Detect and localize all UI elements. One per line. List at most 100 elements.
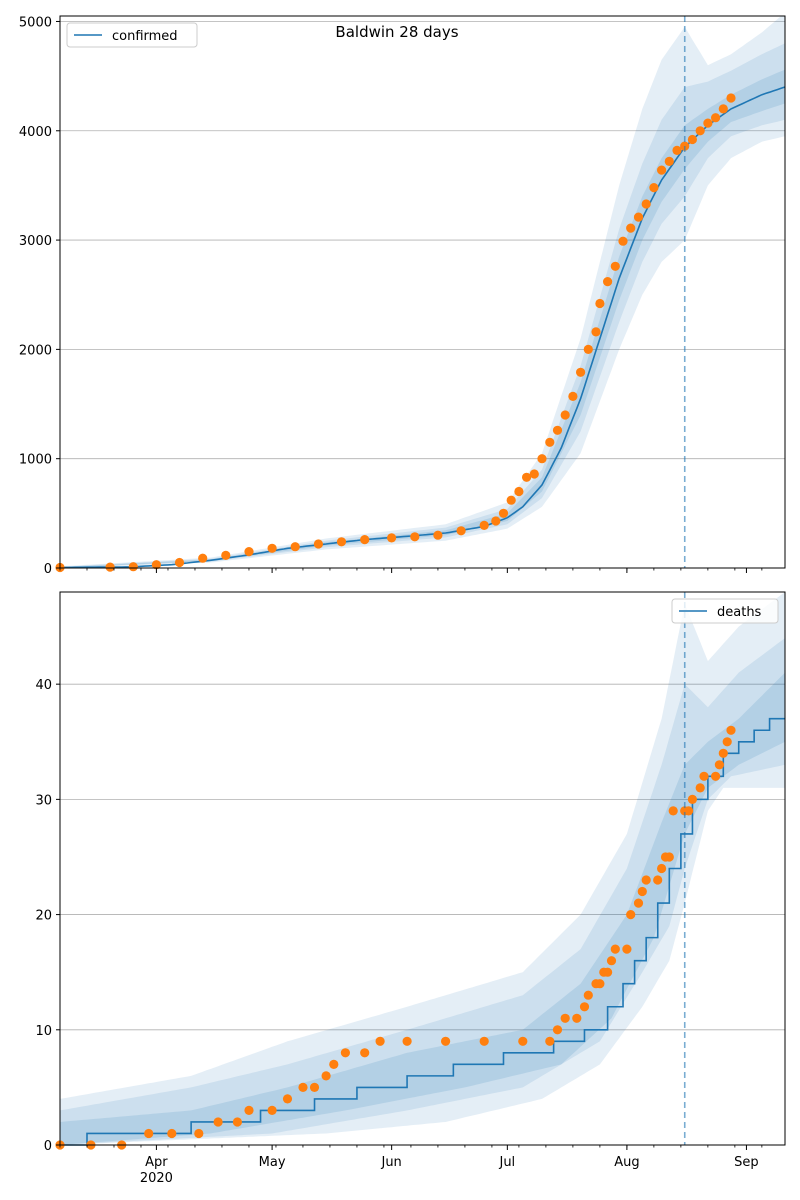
y-tick-label: 0 bbox=[44, 1139, 52, 1154]
chart-title: Baldwin 28 days bbox=[335, 23, 458, 41]
observed-point bbox=[626, 910, 636, 920]
observed-point bbox=[718, 748, 728, 758]
observed-point bbox=[545, 1036, 555, 1046]
observed-point bbox=[290, 542, 300, 552]
x-year-label: 2020 bbox=[140, 1171, 173, 1186]
observed-point bbox=[402, 1036, 412, 1046]
observed-point bbox=[313, 539, 323, 549]
uncertainty-band-outer bbox=[60, 16, 785, 568]
observed-point bbox=[198, 553, 208, 563]
observed-point bbox=[668, 806, 678, 816]
observed-point bbox=[282, 1094, 293, 1104]
y-tick-label: 5000 bbox=[19, 15, 52, 30]
observed-point bbox=[664, 156, 674, 166]
observed-point bbox=[479, 520, 489, 531]
observed-point bbox=[213, 1117, 223, 1127]
deaths-legend: deaths bbox=[671, 598, 779, 624]
observed-point bbox=[221, 550, 231, 561]
y-tick-label: 1000 bbox=[19, 453, 52, 468]
observed-point bbox=[267, 543, 277, 553]
observed-point bbox=[144, 1128, 154, 1139]
observed-point bbox=[684, 806, 694, 816]
confirmed-observed-points bbox=[55, 93, 736, 573]
observed-point bbox=[657, 863, 667, 874]
observed-point bbox=[545, 437, 555, 447]
y-tick-label: 2000 bbox=[19, 343, 52, 358]
observed-point bbox=[622, 944, 632, 954]
observed-point bbox=[714, 760, 725, 770]
observed-point bbox=[321, 1071, 331, 1081]
axes-frame bbox=[59, 15, 786, 569]
observed-point bbox=[687, 794, 698, 805]
deaths-bands bbox=[60, 592, 785, 1145]
observed-point bbox=[606, 956, 617, 966]
observed-point bbox=[633, 898, 644, 908]
observed-point bbox=[560, 1013, 570, 1023]
legend-label: deaths bbox=[717, 605, 762, 620]
observed-point bbox=[309, 1082, 320, 1092]
observed-point bbox=[498, 508, 509, 518]
y-tick-label: 3000 bbox=[19, 234, 52, 249]
observed-point bbox=[568, 391, 578, 401]
observed-point bbox=[410, 532, 420, 542]
observed-point bbox=[595, 298, 605, 309]
uncertainty-band-middle bbox=[60, 43, 785, 569]
observed-point bbox=[128, 562, 138, 572]
uncertainty-band-outer bbox=[60, 592, 785, 1145]
observed-point bbox=[711, 113, 721, 123]
confirmed-gridlines bbox=[60, 21, 785, 460]
observed-point bbox=[298, 1082, 308, 1092]
observed-point bbox=[726, 93, 736, 103]
observed-point bbox=[603, 277, 613, 287]
y-tick-label: 4000 bbox=[19, 125, 52, 140]
observed-point bbox=[552, 425, 563, 435]
observed-point bbox=[518, 1036, 528, 1046]
observed-point bbox=[105, 562, 115, 572]
observed-point bbox=[479, 1036, 489, 1046]
observed-point bbox=[491, 516, 501, 526]
observed-point bbox=[174, 557, 185, 568]
observed-point bbox=[626, 223, 636, 233]
uncertainty-band-inner bbox=[60, 672, 785, 1145]
observed-point bbox=[514, 486, 524, 497]
observed-point bbox=[603, 967, 613, 977]
x-tick-label: Aug bbox=[614, 1155, 639, 1170]
deaths-observed-points bbox=[55, 725, 736, 1150]
y-tick-label: 10 bbox=[35, 1024, 52, 1039]
observed-point bbox=[529, 469, 539, 479]
observed-point bbox=[232, 1117, 242, 1127]
x-tick-label: May bbox=[259, 1155, 286, 1170]
x-tick-label: Apr bbox=[145, 1155, 168, 1170]
observed-point bbox=[375, 1036, 385, 1046]
legend-box bbox=[66, 22, 198, 48]
observed-point bbox=[560, 410, 570, 420]
observed-point bbox=[360, 1048, 370, 1058]
legend-label: confirmed bbox=[112, 29, 178, 44]
observed-point bbox=[664, 852, 674, 862]
deaths-model-line bbox=[60, 717, 785, 1146]
observed-point bbox=[722, 737, 732, 747]
observed-point bbox=[595, 979, 605, 989]
observed-point bbox=[695, 783, 705, 793]
observed-point bbox=[456, 526, 466, 536]
observed-point bbox=[537, 454, 547, 464]
confirmed-panel: 0 1000 2000 3000 4000 5000 confirmed Baldwin … bbox=[19, 15, 786, 577]
observed-point bbox=[360, 535, 370, 545]
observed-point bbox=[672, 145, 682, 155]
observed-point bbox=[699, 771, 709, 781]
axes-frame bbox=[59, 591, 786, 1146]
observed-point bbox=[336, 537, 347, 547]
model-line bbox=[60, 717, 785, 1146]
observed-point bbox=[687, 134, 698, 145]
y-tick-label: 0 bbox=[44, 562, 52, 577]
observed-point bbox=[653, 875, 663, 885]
observed-point bbox=[641, 875, 651, 885]
observed-point bbox=[583, 344, 593, 354]
observed-point bbox=[267, 1105, 277, 1115]
observed-point bbox=[591, 327, 601, 337]
observed-point bbox=[506, 495, 516, 505]
y-tick-label: 20 bbox=[35, 909, 52, 924]
observed-point bbox=[657, 165, 667, 175]
